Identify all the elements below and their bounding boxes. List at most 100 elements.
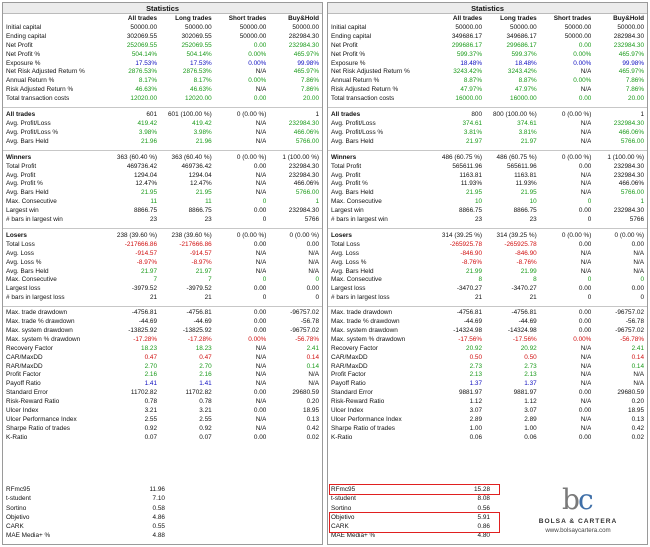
stat-value: 0.00 xyxy=(578,318,592,326)
stat-label: # bars in largest win xyxy=(6,216,63,224)
metric-value: 4.88 xyxy=(152,532,165,540)
stat-value: 0 xyxy=(315,276,320,284)
stat-value: 252069.55 xyxy=(181,41,212,49)
stat-value: 0.47 xyxy=(144,353,158,361)
stat-value: 302069.55 xyxy=(126,32,158,40)
stats-section: Max. trade drawdown -4756.81 -4756.81 0.00 -… xyxy=(328,306,647,442)
stat-value: 0.00 xyxy=(306,240,320,248)
stat-value: 469736.42 xyxy=(126,162,158,170)
stat-row: Risk Adjusted Return % 46.63% 46.63% N/A 7.8… xyxy=(3,86,322,95)
stat-row: Max. Consecutive 7 7 0 0 xyxy=(3,276,322,285)
stat-value: 1.37 xyxy=(524,380,537,388)
stat-label: Annual Return % xyxy=(6,77,55,85)
stat-value: N/A xyxy=(580,249,592,257)
stat-value: N/A xyxy=(633,380,645,388)
stat-value: 11.93% xyxy=(515,180,537,188)
stat-value: 0.00 xyxy=(253,433,267,441)
stat-value: N/A xyxy=(580,398,592,406)
stat-row: Risk Adjusted Return % 47.97% 47.97% N/A 7.8… xyxy=(328,86,647,95)
stat-label: Total transaction costs xyxy=(6,95,70,103)
stat-row: Max. system % drawdown -17.56% -17.56% 0.00… xyxy=(328,336,647,345)
stat-row: Payoff Ratio 1.37 1.37 N/A N/A xyxy=(328,380,647,389)
column-header: Long trades xyxy=(500,15,537,22)
stat-value: 299686.17 xyxy=(451,41,483,49)
stat-label: Avg. Profit xyxy=(6,171,36,179)
stat-row: Avg. Bars Held 21.97 21.97 N/A N/A xyxy=(3,268,322,277)
stat-value: N/A xyxy=(308,380,320,388)
stat-value: N/A xyxy=(255,267,267,275)
section-title-row: Losers 314 (39.25 %) 314 (39.25 %) 0 (0.00 … xyxy=(328,231,647,241)
stat-value: 2.55 xyxy=(144,415,158,423)
stat-row: Largest win 8866.75 8866.75 0.00 232984.30 xyxy=(3,207,322,216)
stat-value: 50000.00 xyxy=(130,24,158,31)
stat-value: 8.17% xyxy=(138,77,158,85)
stat-value: 0 xyxy=(587,216,592,224)
stat-value: 1.41 xyxy=(199,380,212,388)
metric-value: 0.56 xyxy=(477,504,490,512)
stat-row: Total Loss -217666.86 -217666.86 0.00 0.00 xyxy=(3,241,322,250)
stat-value: 0.00 xyxy=(578,285,592,293)
section-title-row: All trades 601 601 (100.00 %) 0 (0.00 %) 1 xyxy=(3,110,322,120)
stat-value: -3470.27 xyxy=(511,285,537,293)
stat-value: 11 xyxy=(205,198,212,206)
stat-value: N/A xyxy=(308,249,320,257)
stat-value: 0 xyxy=(315,294,320,302)
stat-label: RAR/MaxDD xyxy=(6,362,43,370)
stat-label: K-Ratio xyxy=(331,433,353,441)
stat-row: Annual Return % 8.17% 8.17% 0.00% 7.86% xyxy=(3,77,322,86)
stat-value: 18.48% xyxy=(460,59,483,67)
stat-label: Max. Consecutive xyxy=(6,198,57,206)
stat-value: 12020.00 xyxy=(130,95,158,103)
stat-label: Avg. Profit/Loss xyxy=(6,120,51,128)
stat-value: 349686.17 xyxy=(506,32,537,40)
column-header: Buy&Hold ($SPX) xyxy=(613,15,645,22)
stat-label: Total Profit xyxy=(331,162,362,170)
metric-value: 15.28 xyxy=(474,486,490,493)
stat-value: 11702.82 xyxy=(130,389,158,397)
stat-value: 374.61 xyxy=(462,120,483,128)
stat-value: 21.97 xyxy=(520,137,537,145)
stats-section: Initial capital 50000.00 50000.00 50000.00 5… xyxy=(328,24,647,104)
stat-label: Max. system % drawdown xyxy=(331,335,406,343)
stat-label: Ending capital xyxy=(6,32,47,40)
stat-value: 0.00 xyxy=(578,41,592,49)
section-count: 800 xyxy=(471,111,483,119)
stat-value: 9881.97 xyxy=(458,389,483,397)
stat-value: -44.69 xyxy=(518,318,537,326)
stat-value: 232984.30 xyxy=(288,162,320,170)
stat-value: -96757.02 xyxy=(615,326,645,334)
stat-label: Ulcer Performance Index xyxy=(6,415,77,423)
stat-label: Avg. Bars Held xyxy=(6,189,49,197)
stat-label: Net Profit % xyxy=(331,50,366,58)
stat-value: 0.78 xyxy=(144,398,158,406)
stat-value: 0.00% xyxy=(248,335,267,343)
stat-value: -4756.81 xyxy=(511,309,537,317)
stat-value: -3470.27 xyxy=(456,285,483,293)
section-count: 1 (100.00 %) xyxy=(607,153,645,161)
svg-text:b: b xyxy=(562,484,580,514)
stat-value: -17.28% xyxy=(187,335,212,343)
stat-value: 2.55 xyxy=(199,415,212,423)
stat-value: 0.00 xyxy=(253,406,267,414)
stat-value: N/A xyxy=(633,258,645,266)
stat-value: 21.99 xyxy=(466,267,483,275)
stat-label: Profit Factor xyxy=(331,371,366,379)
stat-value: -14324.98 xyxy=(507,326,537,334)
stat-value: N/A xyxy=(580,137,592,145)
stat-value: -56.78% xyxy=(620,335,645,343)
stat-row: K-Ratio 0.07 0.07 0.00 0.02 xyxy=(3,434,322,443)
stat-value: 419.42 xyxy=(137,120,158,128)
stat-value: 232984.30 xyxy=(613,41,645,49)
stat-row: Ending capital 302069.55 302069.55 50000.00… xyxy=(3,33,322,42)
stat-value: N/A xyxy=(255,137,267,145)
stat-row: Max. system drawdown -13825.92 -13825.92 0.… xyxy=(3,327,322,336)
stat-value: N/A xyxy=(580,68,592,76)
metric-value: 7.10 xyxy=(152,495,165,503)
custom-metrics: RFmc95 11.96 t-student 7.10 Sortino 0.58 Objet… xyxy=(3,485,168,541)
section-title: All trades xyxy=(6,111,36,119)
stat-label: Profit Factor xyxy=(6,371,41,379)
stat-value: -17.56% xyxy=(512,335,537,343)
stat-label: Largest win xyxy=(6,207,39,215)
section-count: 314 (39.25 %) xyxy=(441,231,483,239)
stat-row: Largest loss -3979.52 -3979.52 0.00 0.00 xyxy=(3,285,322,294)
